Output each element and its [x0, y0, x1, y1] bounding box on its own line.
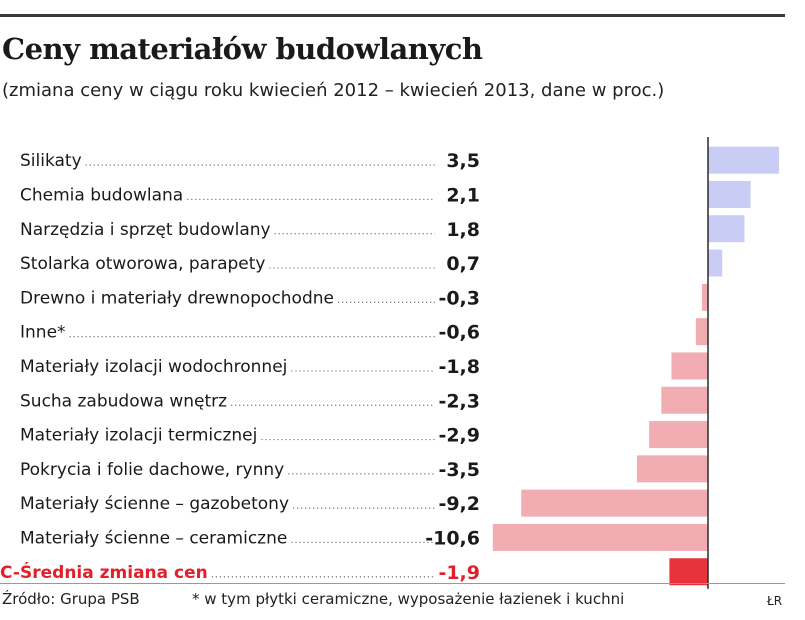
top-rule: [0, 14, 785, 17]
bar: [649, 421, 708, 449]
value-label: -0,3: [438, 287, 480, 309]
value-label: -1,8: [438, 356, 480, 378]
category-label: Materiały izolacji termicznej: [20, 426, 257, 446]
bar: [661, 386, 708, 414]
value-label: -2,3: [438, 390, 480, 412]
footnote: * w tym płytki ceramiczne, wyposażenie ł…: [192, 590, 625, 608]
source-note: Źródło: Grupa PSB: [2, 590, 140, 608]
category-label: Sucha zabudowa wnętrz: [20, 391, 227, 411]
average-value-label: -1,9: [438, 562, 480, 584]
category-label: Narzędzia i sprzęt budowlany: [20, 220, 271, 240]
value-label: -3,5: [438, 459, 480, 481]
chart-title: Ceny materiałów budowlanych: [2, 32, 483, 66]
category-label: Chemia budowlana: [20, 185, 183, 205]
bottom-rule: [0, 583, 785, 584]
category-label: Drewno i materiały drewnopochodne: [20, 288, 334, 308]
bar: [708, 146, 780, 174]
value-label: -9,2: [438, 493, 480, 515]
value-label: 2,1: [446, 184, 480, 206]
category-label: Materiały izolacji wodochronnej: [20, 357, 287, 377]
average-marker: C-: [0, 563, 20, 583]
value-label: 1,8: [446, 219, 480, 241]
bar: [701, 283, 708, 311]
bar: [708, 180, 751, 208]
average-label: Średnia zmiana cen: [20, 561, 208, 583]
bar: [695, 318, 708, 346]
value-label: 0,7: [446, 253, 480, 275]
category-label: Silikaty: [20, 151, 82, 171]
value-label: -2,9: [438, 425, 480, 447]
bar: [492, 523, 708, 551]
category-label: Materiały ścienne – ceramiczne: [20, 528, 287, 548]
bar: [636, 455, 708, 483]
value-label: 3,5: [446, 150, 480, 172]
value-label: -10,6: [425, 527, 480, 549]
author-initials: ŁR: [767, 594, 783, 608]
bar: [708, 249, 723, 277]
average-bar: [669, 558, 708, 586]
bar: [708, 215, 745, 243]
category-label: Pokrycia i folie dachowe, rynny: [20, 460, 284, 480]
value-label: -0,6: [438, 322, 480, 344]
chart-subtitle: (zmiana ceny w ciągu roku kwiecień 2012 …: [2, 80, 665, 101]
category-label: Materiały ścienne – gazobetony: [20, 494, 289, 514]
category-label: Stolarka otworowa, parapety: [20, 254, 265, 274]
bar: [521, 489, 708, 517]
bar: [671, 352, 708, 380]
category-label: Inne*: [20, 323, 66, 343]
